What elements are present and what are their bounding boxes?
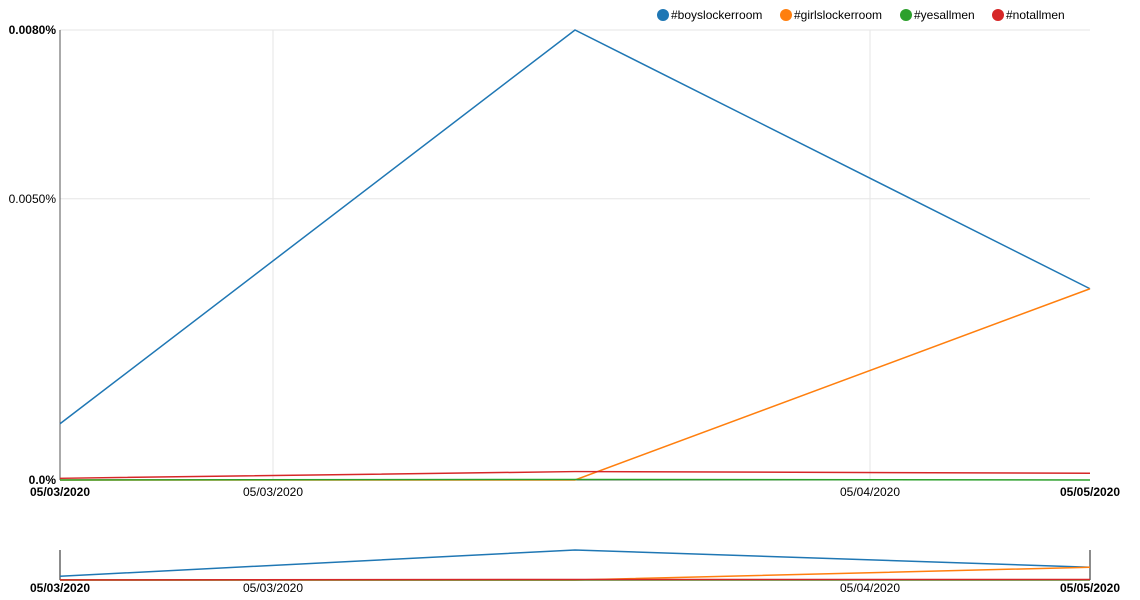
y-tick-label: 0.0% [29, 473, 57, 487]
series-line-girlslockerroom [60, 288, 1091, 481]
legend-label: #girlslockerroom [794, 8, 882, 22]
series-lines [59, 29, 1091, 481]
x-tick-labels: 05/03/2020 05/03/2020 05/04/2020 05/05/2020 [30, 485, 1120, 499]
x-tick-label: 05/05/2020 [1060, 485, 1120, 499]
y-tick-label: 0.0050% [9, 192, 57, 206]
series-line-notallmen [59, 470, 1091, 480]
context-x-tick-label: 05/05/2020 [1060, 581, 1120, 595]
series-line-yesallmen [59, 478, 1091, 481]
legend-dot-icon [657, 9, 669, 21]
legend-label: #yesallmen [914, 8, 975, 22]
context-x-tick-label: 05/03/2020 [30, 581, 90, 595]
x-tick-label: 05/03/2020 [30, 485, 90, 499]
series-line-boyslockerroom [59, 29, 1091, 425]
legend-item-notallmen[interactable]: #notallmen [992, 8, 1065, 22]
legend[interactable]: #boyslockerroom #girlslockerroom #yesallme… [657, 8, 1065, 22]
context-series-lines [59, 549, 1091, 581]
legend-label: #notallmen [1006, 8, 1065, 22]
context-chart[interactable]: 05/03/2020 05/03/2020 05/04/2020 05/05/2020 [30, 549, 1120, 595]
legend-item-girlslockerroom[interactable]: #girlslockerroom [780, 8, 882, 22]
grid-lines [60, 29, 1090, 480]
legend-item-boyslockerroom[interactable]: #boyslockerroom [657, 8, 762, 22]
legend-item-yesallmen[interactable]: #yesallmen [900, 8, 975, 22]
context-x-tick-label: 05/03/2020 [243, 581, 303, 595]
legend-label: #boyslockerroom [671, 8, 762, 22]
legend-dot-icon [992, 9, 1004, 21]
y-tick-labels: 0.0% 0.0050% 0.0080% [9, 23, 57, 487]
legend-dot-icon [780, 9, 792, 21]
context-x-tick-labels: 05/03/2020 05/03/2020 05/04/2020 05/05/2020 [30, 581, 1120, 595]
x-tick-label: 05/04/2020 [840, 485, 900, 499]
context-x-tick-label: 05/04/2020 [840, 581, 900, 595]
y-tick-label: 0.0080% [9, 23, 57, 37]
x-tick-label: 05/03/2020 [243, 485, 303, 499]
context-series-line-boyslockerroom [59, 549, 1091, 577]
legend-dot-icon [900, 9, 912, 21]
context-series-line-girlslockerroom [60, 566, 1091, 581]
